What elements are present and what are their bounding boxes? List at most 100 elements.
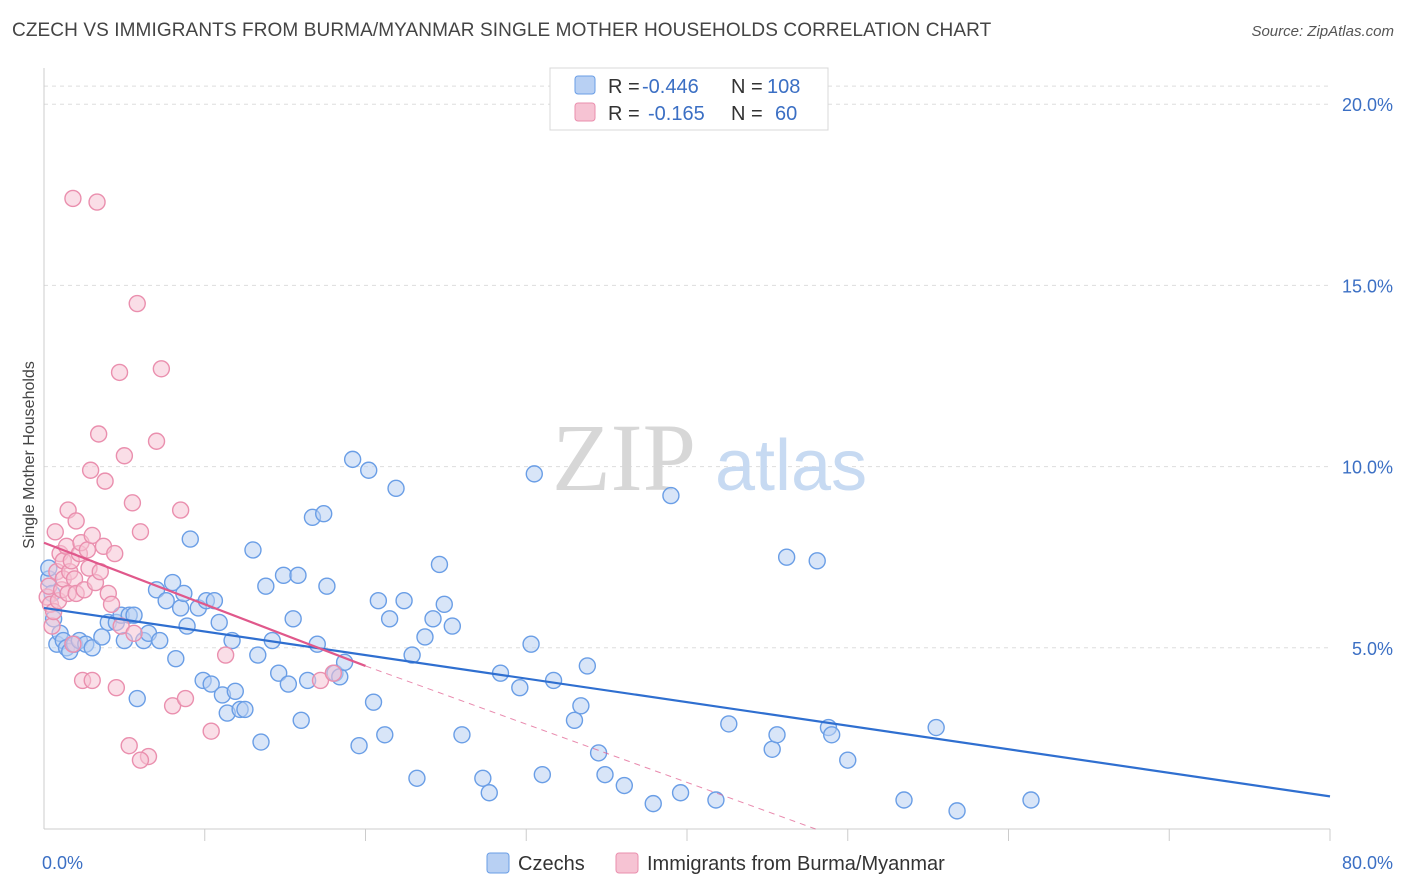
series-legend: Czechs Immigrants from Burma/Myanmar <box>486 852 945 875</box>
burma-trend-line <box>43 541 366 667</box>
czechs-point <box>403 646 421 664</box>
czechs-point <box>318 577 336 595</box>
czechs-n-label: N = <box>731 76 763 98</box>
burma-point <box>107 678 126 697</box>
czechs-point <box>948 802 966 820</box>
burma-point <box>147 432 166 450</box>
czechs-n-value: 108 <box>767 76 800 98</box>
burma-point <box>46 523 64 541</box>
czechs-point <box>157 592 175 610</box>
czechs-point <box>350 736 368 755</box>
czechs-point <box>360 461 378 479</box>
czechs-point <box>435 595 453 614</box>
czechs-point <box>269 664 288 682</box>
burma-point <box>102 595 121 614</box>
burma-point <box>171 501 190 519</box>
burma-swatch <box>574 102 596 122</box>
czechs-point <box>671 784 690 802</box>
czechs-point <box>171 599 190 617</box>
czechs-point <box>565 711 584 729</box>
burma-point <box>202 722 220 740</box>
chart-title: CZECH VS IMMIGRANTS FROM BURMA/MYANMAR S… <box>12 20 992 41</box>
czechs-point <box>768 726 786 744</box>
burma-point <box>163 697 182 715</box>
czechs-point <box>443 617 462 635</box>
gridlines <box>44 85 1330 649</box>
czechs-point <box>315 505 333 523</box>
czechs-point <box>151 631 169 650</box>
czechs-point <box>525 465 543 483</box>
czechs-point <box>395 592 413 610</box>
czechs-point <box>163 573 182 592</box>
burma-point <box>311 671 330 690</box>
burma-point <box>89 425 108 443</box>
burma-n-label: N = <box>731 103 763 125</box>
czechs-point <box>720 715 738 733</box>
burma-point <box>128 294 146 313</box>
czechs-point <box>572 697 590 715</box>
burma-point <box>43 617 61 635</box>
czechs-point <box>927 718 945 737</box>
czechs-point <box>822 726 841 744</box>
burma-n-value: 60 <box>775 103 797 125</box>
czechs-swatch <box>574 75 596 95</box>
czechs-point <box>274 566 293 585</box>
y-tick-label: 10.0% <box>1342 458 1393 478</box>
burma-point <box>64 635 82 653</box>
czechs-point <box>596 765 614 784</box>
burma-point <box>216 646 235 664</box>
czechs-point <box>408 769 426 787</box>
chart-source: Source: ZipAtlas.com <box>1251 23 1394 40</box>
czechs-r-value: -0.446 <box>642 76 699 98</box>
czechs-point <box>249 646 267 664</box>
czechs-r-label: R = <box>608 76 640 98</box>
czechs-point <box>279 675 298 693</box>
burma-point <box>125 624 143 643</box>
czechs-point <box>707 791 725 809</box>
burma-point <box>106 544 124 563</box>
burma-point <box>83 671 101 690</box>
czechs-point <box>202 675 220 693</box>
czechs-point <box>533 765 552 784</box>
y-axis-label: Single Mother Households <box>21 361 38 549</box>
czechs-point <box>424 610 442 628</box>
x-tick-label: 0.0% <box>42 853 83 873</box>
trend-lines <box>43 541 1331 830</box>
burma-point <box>96 472 114 490</box>
czechs-point <box>808 552 826 570</box>
czechs-point <box>839 751 857 769</box>
czechs-point <box>257 577 275 595</box>
czechs-point <box>244 541 262 559</box>
czechs-point <box>128 689 146 708</box>
stats-legend: R = -0.446 N = 108 R = -0.165 N = 60 <box>549 67 829 131</box>
y-tick-label: 20.0% <box>1342 95 1393 115</box>
burma-point <box>324 664 343 682</box>
burma-point <box>78 541 97 559</box>
czechs-trend-line <box>43 606 1331 798</box>
czechs-point <box>511 678 529 697</box>
burma-point <box>67 512 85 530</box>
czechs-point <box>178 617 196 635</box>
burma-point <box>176 689 195 708</box>
czechs-point <box>387 479 405 498</box>
czechs-point <box>284 610 302 628</box>
czechs-point <box>252 733 270 751</box>
x-axis-ticks: 0.0% 80.0% <box>42 829 1393 873</box>
stats-legend-box <box>549 67 829 131</box>
czechs-point <box>644 794 662 813</box>
legend-czechs-label: Czechs <box>518 853 585 875</box>
burma-point <box>115 447 134 465</box>
burma-point <box>81 461 100 479</box>
watermark-atlas: atlas <box>715 426 867 506</box>
burma-point <box>88 193 106 211</box>
czechs-point <box>763 740 781 758</box>
burma-point <box>152 360 171 378</box>
czechs-point <box>236 700 254 719</box>
czechs-point <box>777 548 796 566</box>
czechs-point <box>480 784 498 802</box>
czechs-point <box>289 566 307 585</box>
legend-burma-swatch <box>615 852 639 874</box>
burma-trend-extension <box>365 665 816 830</box>
watermark: ZIP atlas <box>552 404 867 511</box>
czechs-point <box>376 726 394 744</box>
